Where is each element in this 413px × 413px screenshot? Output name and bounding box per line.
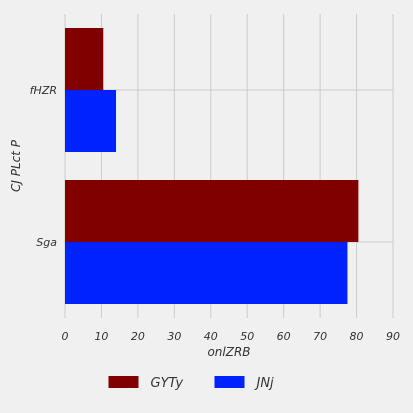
y-axis-label: CJ PLct P — [9, 139, 23, 192]
x-tick-label: 50 — [240, 330, 254, 343]
bar-JNj-fHZR — [65, 90, 117, 152]
x-tick-label: 10 — [94, 330, 108, 343]
x-tick-labels: 0 10 20 30 40 50 60 70 80 90 — [62, 330, 401, 343]
legend-swatch-JNj — [214, 376, 245, 388]
x-tick-label: 0 — [62, 330, 69, 343]
x-tick-label: 40 — [204, 330, 218, 343]
y-tick-labels: fHZR Sga — [30, 84, 58, 249]
y-tick-label: Sga — [36, 236, 57, 249]
bar-GYTy-fHZR — [65, 28, 104, 90]
x-tick-label: 80 — [350, 330, 364, 343]
x-axis-label: onlZRB — [207, 345, 250, 359]
x-tick-label: 90 — [386, 330, 400, 343]
x-tick-label: 30 — [167, 330, 181, 343]
legend-label-GYTy: GYTy — [151, 376, 184, 391]
bar-JNj-Sga — [65, 242, 348, 304]
legend: GYTy JNj — [108, 376, 275, 391]
x-tick-label: 70 — [313, 330, 327, 343]
legend-label-JNj: JNj — [254, 376, 275, 391]
bars — [65, 28, 359, 304]
x-tick-label: 20 — [131, 330, 145, 343]
y-tick-label: fHZR — [30, 84, 57, 97]
legend-swatch-GYTy — [108, 376, 139, 388]
bar-GYTy-Sga — [65, 180, 359, 242]
x-tick-label: 60 — [277, 330, 291, 343]
